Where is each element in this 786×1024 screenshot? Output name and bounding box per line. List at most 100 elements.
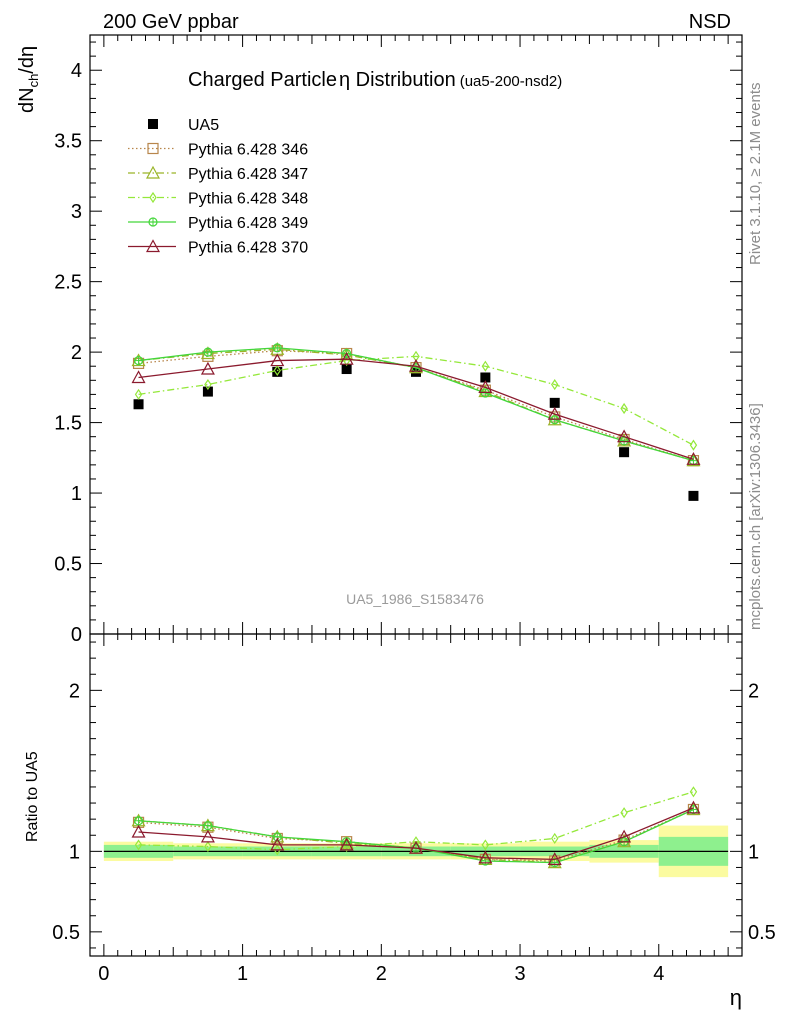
legend-entry: Pythia 6.428 347 xyxy=(128,165,308,183)
legend-label: Pythia 6.428 347 xyxy=(188,166,308,183)
ratio-plot-frame xyxy=(89,633,743,957)
main-data-point xyxy=(617,429,632,443)
x-axis-label: η xyxy=(730,985,742,1010)
main-data-point xyxy=(204,378,212,391)
main-data-point xyxy=(134,388,143,400)
main-data-point xyxy=(202,386,213,397)
legend-entry: Pythia 6.428 349 xyxy=(128,215,308,232)
legend-label: UA5 xyxy=(188,117,219,134)
ratio-data-point xyxy=(131,824,146,838)
ratio-data-point xyxy=(689,786,698,798)
ratio-y-tick-label-right: 0.5 xyxy=(748,922,776,944)
main-data-point xyxy=(272,366,283,377)
ratio-data-point xyxy=(134,839,143,851)
main-data-point xyxy=(550,415,560,425)
legend-entry: UA5 xyxy=(148,117,219,134)
main-data-point-shape xyxy=(133,399,144,410)
main-data-point-shape xyxy=(200,361,215,375)
main-series-line xyxy=(138,350,694,462)
plot-frames xyxy=(89,34,743,957)
chart-title-main: Charged Particle xyxy=(188,69,337,91)
main-data-point xyxy=(547,406,562,420)
main-data-point xyxy=(339,351,354,365)
main-data-point xyxy=(480,372,491,383)
ratio-data-point-shape xyxy=(617,829,632,843)
main-data-point-shape xyxy=(617,429,632,443)
main-y-axis-label: dNch/dη xyxy=(16,46,41,113)
main-data-point xyxy=(270,353,285,367)
main-data-point xyxy=(272,343,282,353)
main-data-point xyxy=(133,355,144,366)
main-data-point xyxy=(620,402,628,415)
header-process-label: NSD xyxy=(689,11,731,33)
main-series xyxy=(133,364,699,501)
legend-label: Pythia 6.428 346 xyxy=(188,142,308,159)
main-data-point-shape xyxy=(341,364,352,375)
legend-marker xyxy=(148,217,158,227)
main-data-point xyxy=(133,399,144,410)
x-tick-label: 0 xyxy=(98,963,109,985)
ratio-data-point-shape xyxy=(689,786,698,798)
header-energy-label: 200 GeV ppbar xyxy=(103,11,239,33)
main-y-tick-label: 0 xyxy=(71,624,82,646)
main-data-point xyxy=(619,447,630,458)
main-data-point-shape xyxy=(134,388,143,400)
main-series xyxy=(131,351,701,465)
x-tick-label: 4 xyxy=(653,963,664,985)
ratio-data-point-shape xyxy=(408,840,424,854)
main-y-tick-label: 2.5 xyxy=(54,272,82,294)
legend-label: Pythia 6.428 348 xyxy=(188,191,308,208)
main-y-tick-label: 1.5 xyxy=(54,413,82,435)
x-tick-label: 2 xyxy=(376,963,387,985)
main-data-point-shape xyxy=(619,447,630,458)
ratio-series xyxy=(131,800,701,866)
main-data-point-shape xyxy=(688,490,699,501)
main-data-point-shape xyxy=(689,439,698,451)
ratio-data-point-shape xyxy=(204,840,212,853)
ratio-y-tick-label-left: 0.5 xyxy=(52,922,80,944)
legend-marker-shape xyxy=(149,191,157,204)
main-data-point-shape xyxy=(686,451,701,465)
main-data-point-shape xyxy=(339,351,354,365)
x-tick-label: 1 xyxy=(237,963,248,985)
chart-title-symbol: η xyxy=(339,69,350,91)
ratio-data-point xyxy=(686,800,701,814)
main-data-point-shape xyxy=(202,386,213,397)
ratio-series-line xyxy=(138,808,694,862)
main-data-point-shape xyxy=(549,397,560,408)
ratio-data-point xyxy=(339,836,354,849)
x-tick-label: 3 xyxy=(514,963,525,985)
ratio-data-point-shape xyxy=(339,837,354,851)
ratio-y-tick-label-left: 2 xyxy=(69,680,80,702)
main-data-point xyxy=(481,360,490,372)
ratio-data-point xyxy=(408,840,424,854)
main-data-point xyxy=(549,397,560,408)
ratio-data-point xyxy=(620,807,628,819)
legend-marker-shape xyxy=(147,142,159,155)
ratio-data-point xyxy=(478,850,493,864)
ratio-data-point xyxy=(481,839,490,851)
ratio-data-point-shape xyxy=(620,807,628,819)
main-y-tick-label: 0.5 xyxy=(54,554,82,576)
main-data-point xyxy=(200,361,215,375)
main-data-point-shape xyxy=(270,353,285,367)
ratio-y-axis-label: Ratio to UA5 xyxy=(24,751,41,842)
ratio-data-point xyxy=(550,858,560,868)
legend-label: Pythia 6.428 370 xyxy=(188,240,308,257)
main-data-point-shape xyxy=(204,378,212,391)
ratio-y-tick-label-right: 1 xyxy=(748,841,759,863)
main-data-point xyxy=(203,347,213,357)
main-data-point-shape xyxy=(273,364,281,377)
mcplots-side-label: mcplots.cern.ch [arXiv:1306.3436] xyxy=(747,403,764,630)
ratio-data-point-shape xyxy=(131,824,146,838)
legend-marker xyxy=(147,142,159,155)
ratio-data-point-shape xyxy=(686,800,701,814)
main-data-point-shape xyxy=(478,380,493,393)
main-y-tick-label: 3 xyxy=(71,201,82,223)
legend: UA5 Pythia 6.428 346 Pythia 6.428 347 Pythi… xyxy=(128,117,308,257)
main-data-point-shape xyxy=(551,378,559,391)
ratio-data-point-shape xyxy=(478,850,493,864)
ratio-data-point xyxy=(551,832,559,845)
main-y-axis-label-sub: ch xyxy=(26,74,41,88)
ratio-data-point-shape xyxy=(273,844,281,856)
